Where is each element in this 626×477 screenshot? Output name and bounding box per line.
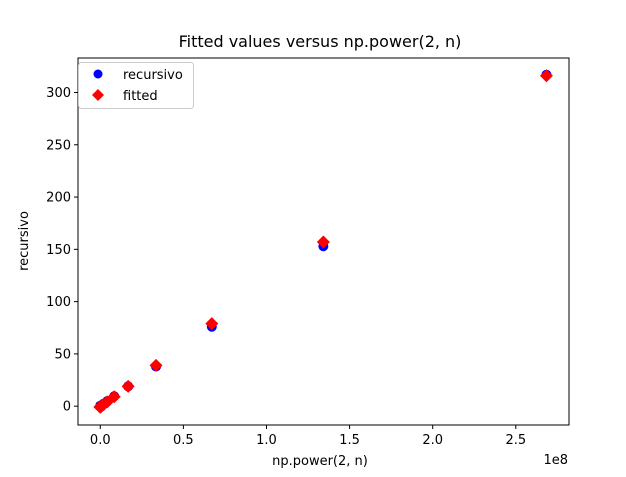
x-tick-label: 0.0 [90,433,111,448]
data-point-fitted [121,379,135,393]
x-tick-label: 2.5 [505,433,526,448]
legend-marker-recursivo [93,69,103,79]
y-axis: 0 50 100 150 200 250 300 [46,86,78,415]
legend-label-recursivo: recursivo [123,68,183,83]
y-tick-label: 0 [63,400,71,415]
legend: recursivo fitted [78,62,194,109]
y-axis-label: recursivo [17,211,32,271]
x-tick-label: 2.0 [422,433,443,448]
y-tick-label: 300 [46,86,71,101]
data-point-fitted [205,317,219,331]
y-tick-label: 200 [46,191,71,206]
x-axis: 0.0 0.5 1.0 1.5 2.0 2.5 [90,425,526,448]
y-tick-label: 250 [46,138,71,153]
x-axis-label: np.power(2, n) [272,454,368,469]
plot-frame [77,57,570,426]
chart-title: Fitted values versus np.power(2, n) [179,32,462,51]
y-tick-label: 50 [54,347,71,362]
legend-label-fitted: fitted [123,89,158,104]
x-tick-label: 1.0 [256,433,277,448]
data-point-fitted [107,390,121,404]
data-point-fitted [149,358,163,372]
series-fitted [93,69,553,414]
y-tick-label: 100 [46,295,71,310]
x-tick-label: 0.5 [173,433,194,448]
data-point-fitted [539,69,553,83]
x-offset-text: 1e8 [543,453,568,468]
data-point-fitted [316,235,330,249]
series-layer [93,69,553,414]
y-tick-label: 150 [46,243,71,258]
legend-box [78,62,194,109]
x-tick-label: 1.5 [339,433,360,448]
legend-marker-fitted [92,89,104,101]
